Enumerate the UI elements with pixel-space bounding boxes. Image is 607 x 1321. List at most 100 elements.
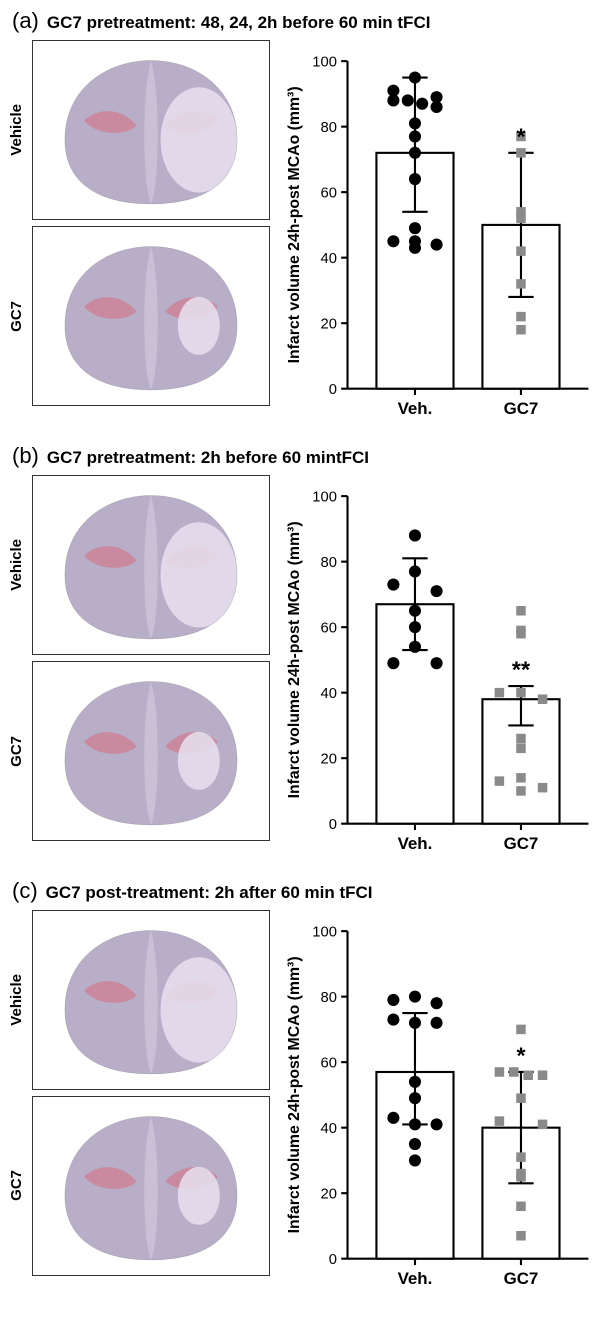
data-point: [409, 991, 421, 1003]
data-point: [409, 605, 421, 617]
data-point: [431, 657, 443, 669]
data-point: [516, 1201, 526, 1211]
data-point: [431, 239, 443, 251]
image-block-vehicle: Vehicle: [8, 910, 270, 1090]
data-point: [538, 1120, 548, 1130]
data-point: [516, 1172, 526, 1182]
data-point: [516, 1152, 526, 1162]
y-axis-label: Infarct volume 24h-post MCAo (mm³): [286, 86, 303, 363]
image-label-gc7: GC7: [8, 736, 28, 767]
image-label-vehicle: Vehicle: [8, 539, 28, 591]
y-tick-label: 100: [312, 924, 337, 940]
brain-slice-svg: [41, 235, 261, 398]
data-point: [431, 585, 443, 597]
data-point: [402, 94, 414, 106]
data-point: [409, 1017, 421, 1029]
data-point: [538, 1070, 548, 1080]
brain-slice-svg: [41, 1105, 261, 1268]
panel-letter: (c): [12, 878, 38, 904]
x-tick-label: Veh.: [398, 834, 433, 853]
panel-body: Vehicle GC7 020406080100Infarct volume 2…: [8, 910, 599, 1301]
data-point: [409, 242, 421, 254]
data-point: [516, 1231, 526, 1241]
y-axis-label: Infarct volume 24h-post MCAo (mm³): [286, 521, 303, 798]
data-point: [516, 214, 526, 224]
data-point: [495, 688, 505, 698]
panel-header: (b) GC7 pretreatment: 2h before 60 mintF…: [8, 443, 599, 469]
data-point: [495, 1116, 505, 1126]
data-point: [409, 130, 421, 142]
image-label-gc7: GC7: [8, 1170, 28, 1201]
data-point: [387, 94, 399, 106]
data-point: [495, 776, 505, 786]
significance-marker: *: [516, 1042, 526, 1068]
y-tick-label: 80: [320, 120, 336, 136]
y-tick-label: 100: [312, 54, 337, 70]
figure-container: (a) GC7 pretreatment: 48, 24, 2h before …: [0, 0, 607, 1321]
panel-a: (a) GC7 pretreatment: 48, 24, 2h before …: [8, 8, 599, 431]
data-point: [409, 1118, 421, 1130]
significance-marker: *: [516, 123, 526, 149]
data-point: [409, 173, 421, 185]
data-point: [416, 98, 428, 110]
data-point: [409, 117, 421, 129]
data-point: [516, 1093, 526, 1103]
y-tick-label: 100: [312, 489, 337, 505]
data-point: [387, 657, 399, 669]
images-column: Vehicle GC7: [8, 910, 270, 1301]
data-point: [409, 565, 421, 577]
data-point: [409, 1092, 421, 1104]
chart-column: 020406080100Infarct volume 24h-post MCAo…: [282, 40, 599, 431]
panel-title: GC7 pretreatment: 48, 24, 2h before 60 m…: [47, 13, 431, 33]
image-label-vehicle: Vehicle: [8, 974, 28, 1026]
data-point: [538, 694, 548, 704]
data-point: [516, 688, 526, 698]
data-point: [516, 773, 526, 783]
panel-body: Vehicle GC7 020406080100Infarct volume 2…: [8, 40, 599, 431]
panel-b: (b) GC7 pretreatment: 2h before 60 mintF…: [8, 443, 599, 866]
y-tick-label: 20: [320, 1186, 336, 1202]
data-point: [431, 1118, 443, 1130]
data-point: [516, 325, 526, 335]
image-label-gc7: GC7: [8, 301, 28, 332]
data-point: [409, 1154, 421, 1166]
data-point: [409, 641, 421, 653]
y-tick-label: 40: [320, 251, 336, 267]
image-label-vehicle: Vehicle: [8, 104, 28, 156]
data-point: [409, 621, 421, 633]
brain-image-vehicle: [32, 910, 270, 1090]
panel-header: (a) GC7 pretreatment: 48, 24, 2h before …: [8, 8, 599, 34]
data-point: [387, 1112, 399, 1124]
panel-title: GC7 post-treatment: 2h after 60 min tFCI: [46, 883, 373, 903]
data-point: [409, 222, 421, 234]
y-tick-label: 0: [329, 817, 337, 833]
data-point: [516, 606, 526, 616]
data-point: [509, 1067, 519, 1077]
brain-image-gc7: [32, 661, 270, 841]
brain-image-gc7: [32, 1096, 270, 1276]
data-point: [516, 312, 526, 322]
panel-header: (c) GC7 post-treatment: 2h after 60 min …: [8, 878, 599, 904]
y-tick-label: 60: [320, 620, 336, 636]
data-point: [538, 783, 548, 793]
data-point: [431, 1017, 443, 1029]
panel-c: (c) GC7 post-treatment: 2h after 60 min …: [8, 878, 599, 1301]
panel-letter: (a): [12, 8, 39, 34]
chart-svg: 020406080100Infarct volume 24h-post MCAo…: [282, 910, 599, 1301]
x-tick-label: Veh.: [398, 1269, 433, 1288]
image-block-gc7: GC7: [8, 226, 270, 406]
data-point: [409, 1138, 421, 1150]
brain-slice-svg: [41, 484, 261, 647]
data-point: [516, 786, 526, 796]
brain-image-vehicle: [32, 475, 270, 655]
brain-slice-svg: [41, 919, 261, 1082]
y-tick-label: 40: [320, 686, 336, 702]
significance-marker: **: [512, 657, 531, 683]
data-point: [409, 1076, 421, 1088]
chart-column: 020406080100Infarct volume 24h-post MCAo…: [282, 475, 599, 866]
data-point: [387, 1013, 399, 1025]
y-tick-label: 60: [320, 1055, 336, 1071]
image-block-gc7: GC7: [8, 1096, 270, 1276]
brain-slice-svg: [41, 49, 261, 212]
y-tick-label: 20: [320, 751, 336, 767]
